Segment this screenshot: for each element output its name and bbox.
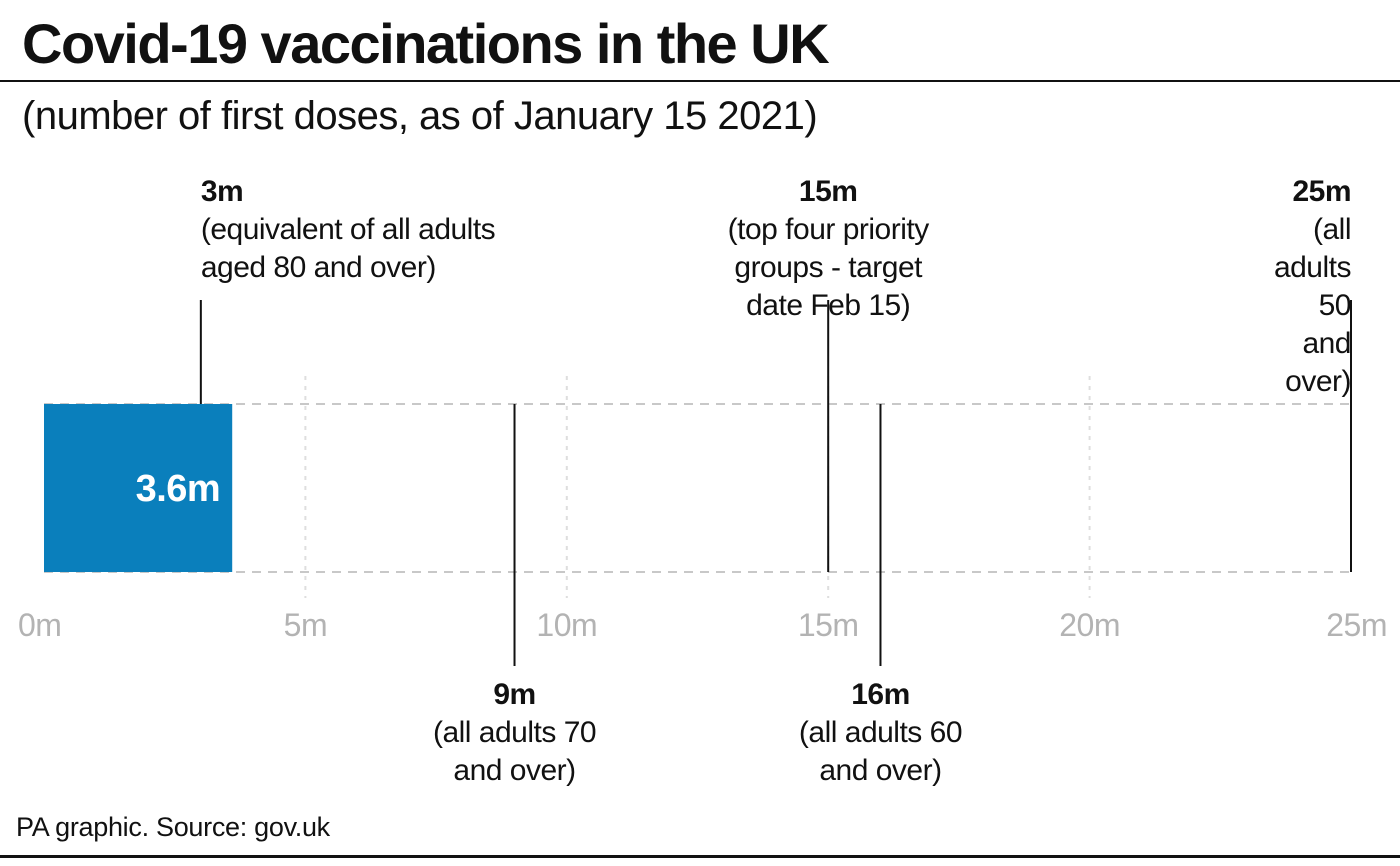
marker-value: 9m — [493, 678, 536, 711]
title-rule — [0, 80, 1400, 82]
marker-description: (top four priority groups - target date … — [727, 213, 930, 322]
x-tick-label: 10m — [536, 607, 597, 643]
marker-description: (equivalent of all adults aged 80 and ov… — [200, 213, 496, 284]
footer-rule — [0, 855, 1400, 858]
bar-value-label: 3.6m — [136, 468, 221, 510]
marker-annotation: 15m (top four priority groups - target da… — [727, 173, 930, 325]
marker-description: (all adults 70 and over) — [432, 716, 597, 787]
marker-annotation: 25m (all adults 50 and over) — [1273, 173, 1352, 401]
marker-value: 15m — [798, 175, 858, 208]
chart-title: Covid-19 vaccinations in the UK — [22, 12, 830, 75]
marker-value: 16m — [851, 678, 910, 711]
x-tick-label: 20m — [1059, 607, 1120, 643]
source-note: PA graphic. Source: gov.uk — [16, 812, 330, 842]
x-tick-label: 15m — [798, 607, 859, 643]
marker-description: (all adults 60 and over) — [798, 716, 963, 787]
marker-annotation: 9m (all adults 70 and over) — [432, 676, 597, 790]
chart-subtitle: (number of first doses, as of January 15… — [22, 94, 818, 138]
marker-annotation: 3m (equivalent of all adults aged 80 and … — [200, 173, 496, 287]
x-tick-label: 25m — [1326, 607, 1387, 643]
x-tick-label: 5m — [284, 607, 327, 643]
marker-description: (all adults 50 and over) — [1273, 213, 1352, 398]
bar — [44, 404, 233, 572]
marker-value: 3m — [200, 175, 244, 208]
x-tick-label: 0m — [18, 607, 61, 643]
marker-annotation: 16m (all adults 60 and over) — [798, 676, 963, 790]
marker-value: 25m — [1292, 175, 1351, 208]
